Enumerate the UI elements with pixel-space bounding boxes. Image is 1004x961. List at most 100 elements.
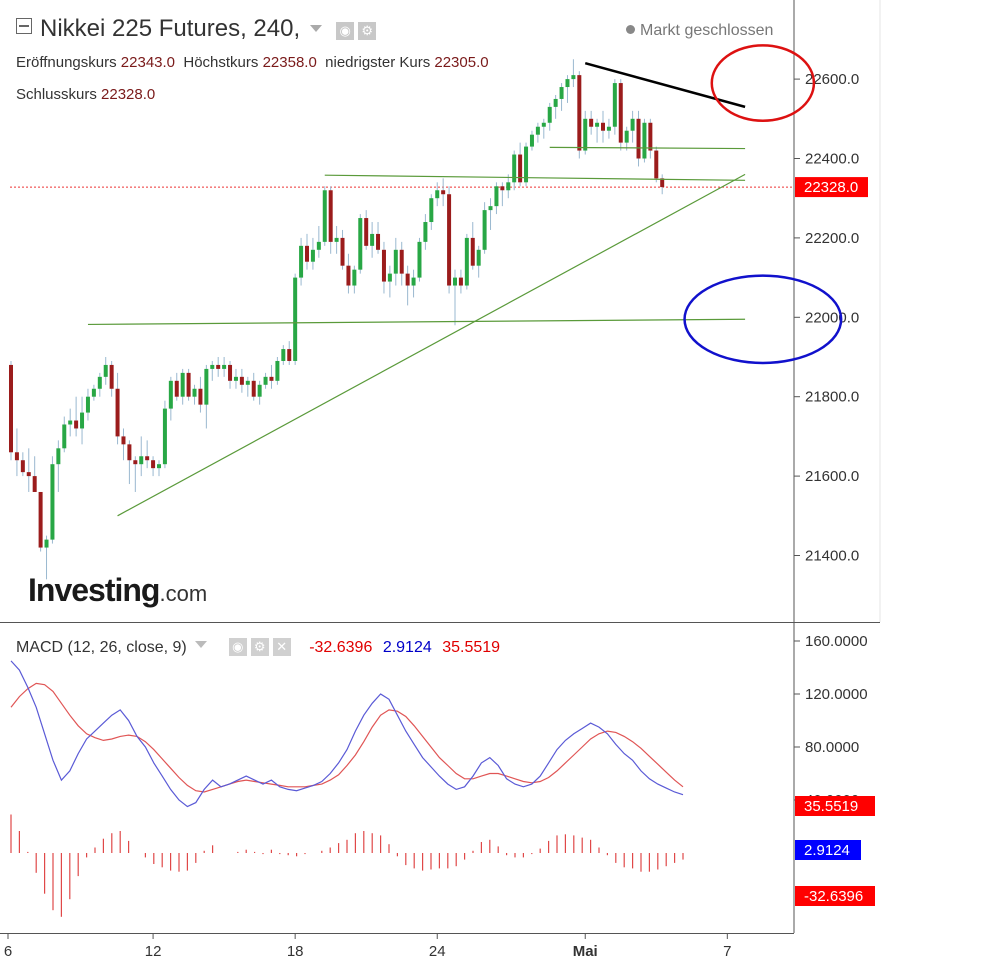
candle-up bbox=[103, 364, 108, 377]
candle-up bbox=[80, 412, 85, 429]
candle-up bbox=[494, 186, 499, 207]
close-icon[interactable]: ✕ bbox=[272, 638, 291, 656]
candle-up bbox=[464, 237, 469, 286]
macd-tick-label: 160.0000 bbox=[805, 633, 868, 650]
low-label: niedrigster Kurs bbox=[325, 54, 431, 71]
candle-down bbox=[636, 118, 641, 159]
candle-up bbox=[139, 456, 144, 465]
macd-value: 2.9124 bbox=[382, 639, 432, 656]
high-label: Höchstkurs bbox=[183, 54, 259, 71]
candle-down bbox=[447, 194, 452, 286]
candle-up bbox=[606, 126, 611, 131]
ohlc-row-2: Schlusskurs 22328.0 bbox=[16, 86, 155, 103]
candle-up bbox=[97, 376, 102, 389]
candle-up bbox=[85, 396, 90, 413]
candle-down bbox=[287, 349, 292, 361]
candle-down bbox=[121, 436, 126, 445]
signal-tag bbox=[795, 796, 875, 816]
collapse-icon[interactable] bbox=[16, 18, 32, 34]
histogram-tag-label: -32.6396 bbox=[804, 888, 863, 905]
candle-up bbox=[245, 380, 250, 385]
green-trendline bbox=[324, 174, 746, 181]
candle-down bbox=[26, 472, 31, 477]
candle-up bbox=[204, 368, 209, 405]
candle-up bbox=[322, 190, 327, 242]
candle-up bbox=[612, 83, 617, 127]
chevron-down-icon[interactable] bbox=[310, 25, 323, 32]
candle-down bbox=[458, 277, 463, 286]
candle-up bbox=[62, 424, 67, 449]
candle-down bbox=[601, 122, 605, 131]
candle-up bbox=[541, 122, 546, 127]
eye-icon[interactable]: ◉ bbox=[336, 22, 355, 40]
eye-icon[interactable]: ◉ bbox=[228, 638, 247, 656]
candle-up bbox=[222, 364, 227, 369]
candle-up bbox=[423, 222, 428, 242]
candle-down bbox=[239, 376, 244, 385]
blue-ellipse bbox=[683, 274, 843, 365]
candle-up bbox=[553, 98, 558, 107]
candle-down bbox=[151, 460, 156, 469]
candle-down bbox=[470, 237, 475, 266]
candle-up bbox=[91, 388, 96, 397]
gear-icon[interactable]: ⚙ bbox=[358, 22, 377, 40]
candle-down bbox=[589, 118, 594, 127]
candle-up bbox=[411, 277, 416, 286]
macd-tag-label: 2.9124 bbox=[804, 842, 850, 859]
green-trendline bbox=[117, 173, 746, 517]
candle-down bbox=[500, 186, 505, 191]
candle-up bbox=[233, 376, 238, 381]
candle-up bbox=[281, 349, 286, 361]
candle-down bbox=[269, 376, 274, 381]
candle-up bbox=[370, 233, 375, 246]
macd-tick-label: 80.0000 bbox=[805, 739, 859, 756]
candle-up bbox=[565, 79, 570, 88]
candle-up bbox=[417, 241, 422, 278]
candle-up bbox=[488, 206, 493, 211]
candle-up bbox=[168, 380, 173, 409]
candle-up bbox=[358, 218, 363, 270]
time-tick-label: Mai bbox=[573, 943, 598, 960]
candle-down bbox=[9, 364, 13, 453]
macd-tag bbox=[795, 840, 861, 860]
candle-up bbox=[482, 210, 487, 250]
gear-icon[interactable]: ⚙ bbox=[250, 638, 269, 656]
histogram-value: -32.6396 bbox=[309, 639, 373, 656]
price-tick-label: 22000.0 bbox=[805, 309, 859, 326]
close-value: 22328.0 bbox=[101, 86, 156, 103]
logo-suffix: .com bbox=[159, 581, 208, 606]
candle-down bbox=[654, 150, 659, 179]
candle-down bbox=[364, 218, 369, 246]
candle-up bbox=[293, 277, 298, 361]
candle-up bbox=[529, 134, 534, 147]
candle-down bbox=[577, 75, 582, 151]
candle-up bbox=[68, 420, 73, 425]
candle-up bbox=[595, 122, 600, 127]
candle-down bbox=[228, 364, 233, 381]
macd-legend: MACD (12, 26, close, 9) ◉ ⚙ ✕ -32.6396 2.91… bbox=[16, 638, 500, 657]
macd-tick-label: 120.0000 bbox=[805, 686, 868, 703]
candle-down bbox=[328, 190, 333, 242]
candle-up bbox=[56, 448, 61, 465]
candle-up bbox=[180, 372, 185, 397]
signal-tag-label: 35.5519 bbox=[804, 798, 858, 815]
candle-down bbox=[174, 380, 179, 397]
market-status-text: Markt geschlossen bbox=[640, 22, 774, 39]
candle-up bbox=[257, 384, 262, 397]
candle-down bbox=[346, 265, 351, 286]
candle-down bbox=[14, 452, 19, 461]
candle-down bbox=[618, 83, 623, 143]
candle-up bbox=[512, 154, 517, 183]
open-value: 22343.0 bbox=[120, 54, 176, 71]
price-tick-label: 21400.0 bbox=[805, 548, 859, 565]
candle-down bbox=[216, 364, 221, 369]
chevron-down-icon[interactable] bbox=[194, 641, 207, 648]
chart-title-text: Nikkei 225 Futures, 240, bbox=[40, 15, 301, 42]
logo-text: Investing bbox=[28, 572, 160, 608]
candle-up bbox=[547, 106, 552, 123]
candle-down bbox=[38, 491, 43, 548]
last-price-tag bbox=[795, 177, 868, 198]
candle-down bbox=[20, 460, 25, 473]
candle-down bbox=[399, 249, 404, 274]
red-ellipse bbox=[710, 44, 816, 123]
